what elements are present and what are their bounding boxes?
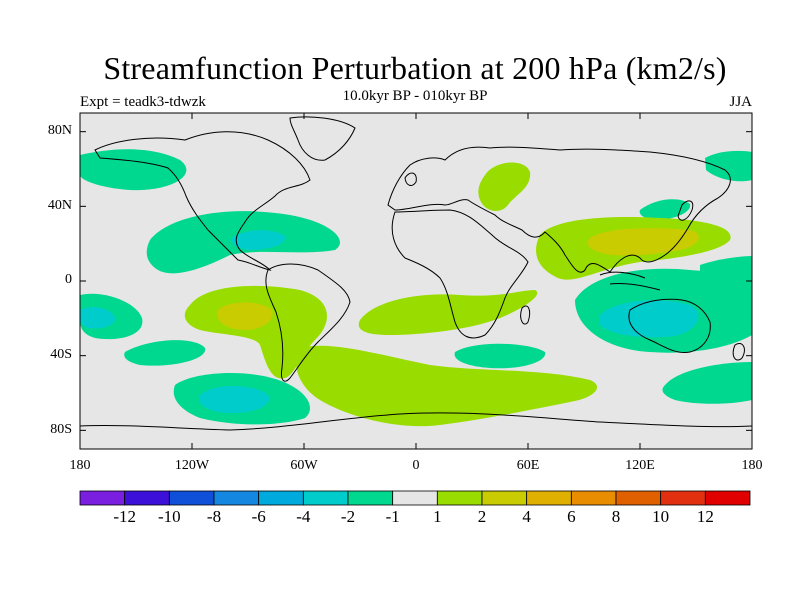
anomaly-region-far-east	[705, 150, 752, 182]
colorbar-swatch	[660, 490, 706, 506]
anomaly-core-east-asia	[587, 228, 699, 256]
anomaly-region-south-indian	[454, 343, 546, 369]
anomaly-region-south-atlantic-band	[296, 345, 598, 427]
colorbar-swatch	[481, 490, 528, 506]
x-tick-label-180w: 180	[69, 458, 91, 473]
coastline-uk	[404, 172, 417, 186]
anomaly-core-caribbean	[231, 230, 286, 250]
x-tick-label-60w: 60W	[290, 458, 318, 473]
x-tick-label-120w: 120W	[174, 458, 210, 473]
colorbar-tick-label: 1	[433, 507, 442, 526]
x-tick-label-120e: 120E	[625, 458, 655, 473]
colorbar-swatch	[392, 490, 438, 506]
anomaly-region-arabia	[478, 162, 531, 212]
colorbar-tick-label: 4	[522, 507, 531, 526]
y-tick-label-80n: 80N	[47, 123, 72, 138]
colorbar-swatch	[302, 490, 349, 506]
coastline-africa	[391, 209, 529, 339]
contour-fields	[80, 149, 752, 427]
colorbar-swatch	[570, 490, 617, 506]
anomaly-region-north-atlantic	[80, 149, 187, 191]
coastline-north-america	[94, 131, 311, 271]
axis-ticks	[79, 113, 753, 449]
coastline-madagascar	[520, 305, 531, 325]
anomaly-region-southern-africa	[358, 290, 538, 335]
anomaly-region-southwest-pacific	[662, 362, 752, 404]
coastline-indonesia	[599, 271, 661, 291]
y-tick-label-40n: 40N	[47, 198, 72, 213]
colorbar-tick-label: -6	[251, 507, 266, 526]
colorbar-tick-label: 8	[611, 507, 621, 526]
coastlines	[80, 116, 752, 431]
anomaly-core-southern-ocean	[198, 385, 270, 414]
chart-subtitle: 10.0kyr BP - 010kyr BP	[342, 88, 488, 104]
x-tick-label-180e: 180	[741, 458, 763, 473]
x-tick-label-60e: 60E	[516, 458, 540, 473]
colorbar-tick-label: 10	[652, 507, 670, 526]
colorbar-swatch	[615, 490, 662, 506]
y-tick-label-80s: 80S	[50, 422, 72, 437]
colorbar-tick-label: -10	[157, 507, 181, 526]
colorbar-tick-label: -12	[113, 507, 136, 526]
colorbar-swatch	[213, 490, 260, 506]
anomaly-core-australia	[600, 300, 699, 338]
experiment-label: Expt = teadk3-tdwzk	[80, 94, 206, 110]
colorbar-tick-label: 12	[696, 507, 714, 526]
y-tick-label-40s: 40S	[50, 347, 72, 362]
colorbar-swatch	[436, 490, 483, 506]
anomaly-region-northwest-pacific	[700, 256, 752, 277]
colorbar-swatch	[704, 490, 751, 506]
colorbar-swatch	[79, 490, 126, 506]
anomaly-core-southeast-pacific	[217, 302, 273, 330]
x-tick-label-0: 0	[412, 458, 420, 473]
colorbar	[79, 490, 751, 506]
colorbar-tick-label: -2	[340, 507, 356, 526]
anomaly-region-japan	[639, 199, 691, 220]
coastline-japan	[677, 200, 694, 221]
coastline-greenland	[289, 116, 356, 161]
coastline-new-zealand	[732, 343, 745, 361]
anomaly-region-south-pacific-mid	[124, 340, 206, 366]
coastline-europe	[387, 146, 731, 273]
colorbar-swatch	[347, 490, 394, 506]
coastline-australia	[628, 298, 711, 354]
anomaly-core-south-pacific	[80, 307, 116, 329]
colorbar-swatch	[258, 490, 304, 506]
colorbar-swatch	[168, 490, 215, 506]
coastline-antarctica	[80, 412, 752, 431]
colorbar-tick-label: 2	[477, 507, 487, 526]
colorbar-tick-label: 6	[567, 507, 576, 526]
season-label: JJA	[729, 94, 752, 110]
coastline-south-america	[265, 263, 351, 382]
colorbar-tick-label: -4	[296, 507, 311, 526]
chart-title: Streamfunction Perturbation at 200 hPa (…	[103, 50, 727, 86]
colorbar-tick-label: -8	[206, 507, 222, 526]
y-tick-label-0: 0	[65, 272, 72, 287]
colorbar-swatch	[526, 490, 572, 506]
colorbar-tick-label: -1	[385, 507, 400, 526]
colorbar-swatch	[124, 490, 170, 506]
